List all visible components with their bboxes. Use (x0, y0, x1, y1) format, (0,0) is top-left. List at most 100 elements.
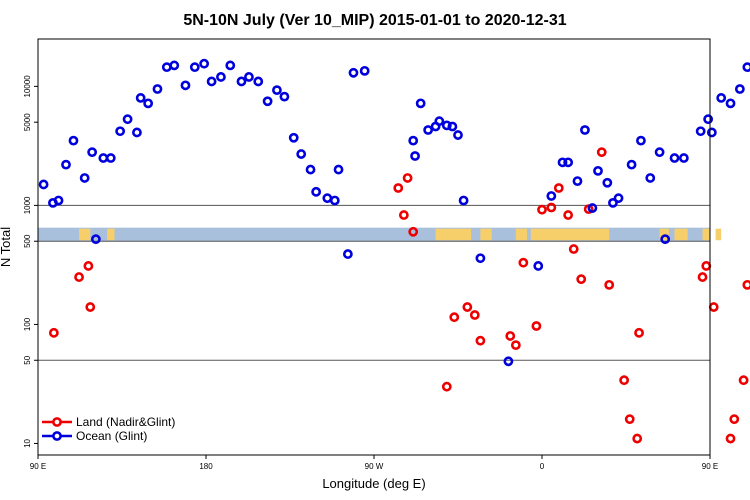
band-land-segment (674, 228, 688, 241)
ocean-point (115, 126, 126, 137)
ocean-point (189, 62, 200, 73)
ocean-point (434, 116, 445, 127)
ocean-point (660, 234, 671, 245)
land-point (563, 210, 574, 220)
ocean-point (135, 93, 146, 103)
land-point (738, 375, 749, 386)
ocean-point (272, 85, 282, 96)
land-point (546, 202, 557, 213)
ocean-point (706, 127, 717, 138)
land-point (725, 433, 736, 444)
y-axis-label: N Total (0, 227, 13, 267)
ocean-point (311, 186, 322, 197)
ocean-point (533, 261, 544, 271)
ocean-point (342, 249, 353, 259)
y-tick-label: 50 (23, 355, 32, 364)
y-tick-label: 1000 (23, 196, 32, 214)
ocean-point (279, 91, 290, 102)
ocean-point (38, 179, 49, 190)
ocean-point (329, 195, 340, 206)
land-point (568, 244, 579, 254)
ocean-point (180, 80, 191, 91)
land-point (553, 183, 564, 193)
y-tick-label: 100 (23, 317, 32, 331)
land-point (518, 257, 529, 268)
ocean-point (199, 58, 210, 69)
legend-swatch-marker (52, 417, 62, 427)
ocean-point (475, 253, 486, 264)
legend-label: Ocean (Glint) (76, 429, 147, 443)
ocean-point (348, 67, 359, 78)
ocean-point (225, 60, 236, 71)
band-land-segment (79, 228, 91, 241)
land-point (604, 279, 615, 290)
land-point (596, 147, 607, 158)
x-tick-label: 90 W (365, 462, 384, 471)
ocean-point (262, 96, 273, 107)
land-point (510, 340, 521, 351)
land-point (74, 272, 84, 282)
y-tick-label: 5000 (23, 113, 32, 131)
ocean-point (593, 165, 603, 176)
ocean-point (408, 135, 419, 146)
ocean-point (654, 147, 665, 158)
ocean-point (613, 193, 624, 204)
band-land-segment (480, 228, 492, 241)
band-land-segment (715, 228, 722, 241)
ocean-point (441, 120, 452, 131)
land-point (475, 335, 486, 346)
land-point (619, 375, 630, 386)
legend-label: Land (Nadir&Glint) (76, 415, 175, 429)
ocean-point (678, 153, 689, 163)
ocean-point (236, 76, 247, 87)
ocean-point (742, 62, 750, 73)
ocean-point (161, 62, 172, 73)
land-point (462, 302, 473, 312)
ocean-point (645, 173, 656, 183)
ocean-point (602, 177, 613, 188)
land-point (398, 210, 409, 220)
x-tick-label: 0 (540, 462, 545, 471)
land-point (441, 381, 452, 392)
land-point (708, 302, 719, 312)
ocean-point (563, 157, 574, 168)
x-tick-label: 180 (199, 462, 213, 471)
ocean-point (572, 176, 583, 187)
axes: 90 E 180 90 W 0 90 E 10 50 100 500 1000 5000 10000 (23, 75, 718, 471)
land-point (576, 274, 587, 285)
chart-title: 5N-10N July (Ver 10_MIP) 2015-01-01 to 2… (183, 12, 566, 29)
ocean-point (216, 72, 226, 82)
ocean-point (206, 76, 217, 87)
x-tick-label: 90 E (702, 462, 718, 471)
land-point (729, 414, 740, 425)
ocean-point (734, 84, 745, 94)
ocean-point (546, 191, 557, 201)
ocean-point (453, 130, 463, 140)
ocean-point (695, 126, 706, 137)
ocean-point (447, 121, 458, 132)
legend: Land (Nadir&Glint)Ocean (Glint) (42, 415, 175, 443)
ocean-point (333, 164, 344, 175)
land-ocean-band (38, 227, 722, 242)
y-tick-label: 500 (23, 234, 32, 248)
land-point (742, 279, 750, 290)
land-point (469, 310, 480, 320)
land-point (505, 331, 516, 341)
ocean-point (288, 132, 299, 143)
ocean-point (87, 147, 98, 158)
ocean-point (169, 60, 180, 71)
ocean-point (53, 195, 64, 206)
ocean-point (90, 234, 101, 245)
ocean-point (725, 98, 736, 109)
ocean-point (296, 149, 307, 159)
ocean-point (557, 157, 568, 168)
y-tick-label: 10 (23, 438, 32, 447)
ocean-point (580, 125, 590, 135)
land-point (449, 312, 460, 323)
ocean-point (410, 151, 420, 161)
ocean-point (669, 153, 680, 163)
ocean-point (423, 125, 434, 135)
band-land-segment (702, 228, 710, 241)
land-point (701, 261, 712, 271)
